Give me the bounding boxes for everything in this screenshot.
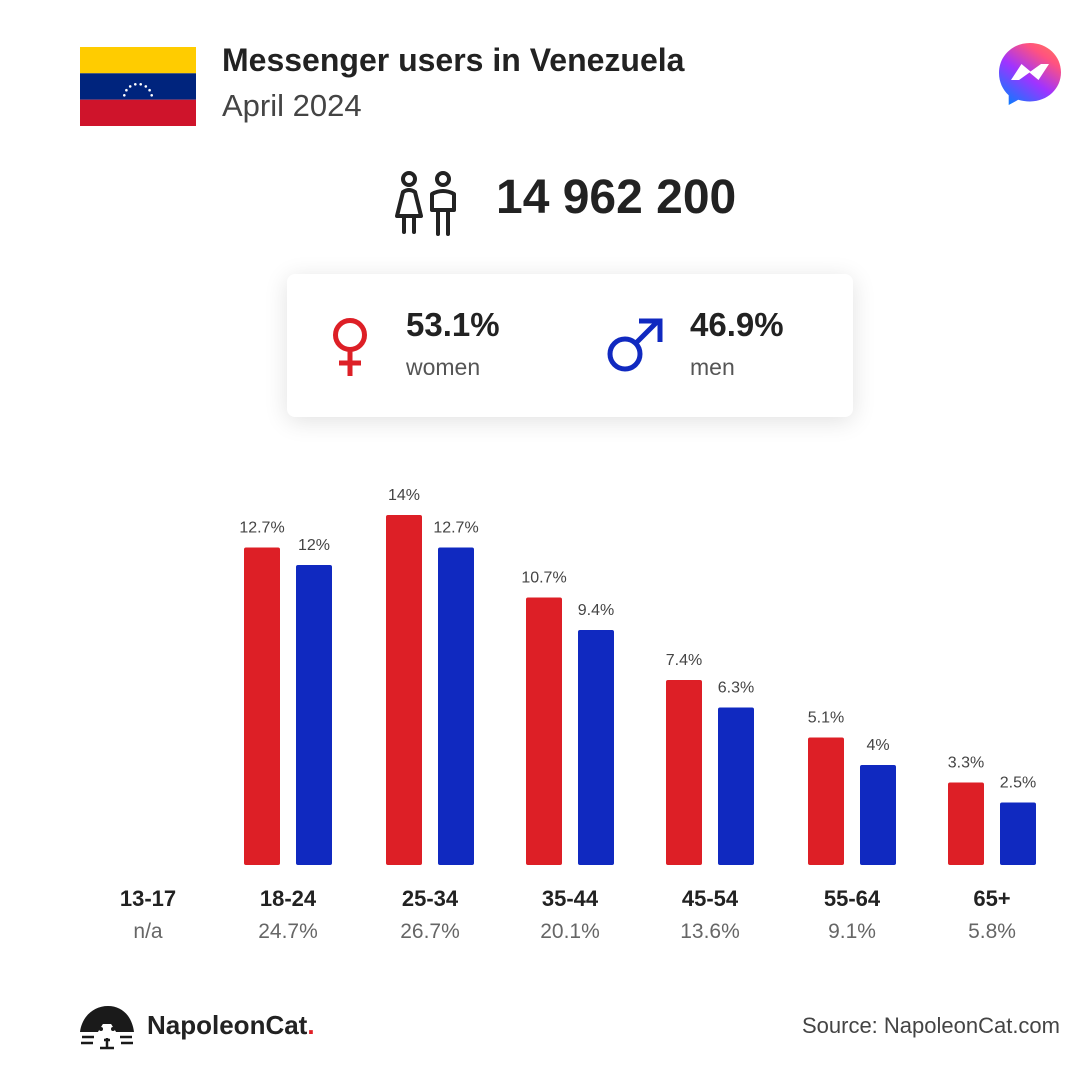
brand-name: NapoleonCat. <box>147 1010 315 1041</box>
flag-star <box>134 83 137 86</box>
flag-star <box>125 88 128 92</box>
bar-value-label: 10.7% <box>521 570 566 587</box>
bar-value-label: 5.1% <box>808 710 844 727</box>
bar-45-54-men <box>718 707 754 865</box>
bar-value-label: 6.3% <box>718 680 754 697</box>
venezuela-flag-icon <box>80 47 196 126</box>
age-group-share: 20.1% <box>540 920 600 943</box>
bar-55-64-men <box>860 765 896 865</box>
age-group-share: 26.7% <box>400 920 460 943</box>
men-percentage: 46.9% <box>690 306 784 343</box>
age-group-label: 18-24 <box>260 886 317 911</box>
page-title: Messenger users in Venezuela <box>222 42 685 78</box>
age-group-share: 24.7% <box>258 920 318 943</box>
bar-value-label: 12.7% <box>433 520 478 537</box>
flag-star <box>150 94 153 97</box>
bar-65+-women <box>948 782 984 865</box>
bar-value-label: 12.7% <box>239 520 284 537</box>
age-group-share: n/a <box>133 920 163 943</box>
messenger-logo-icon <box>999 43 1061 105</box>
bar-65+-men <box>1000 802 1036 865</box>
age-group-share: 9.1% <box>828 920 876 943</box>
bar-value-label: 7.4% <box>666 652 702 669</box>
bar-45-54-women <box>666 680 702 865</box>
age-group-label: 35-44 <box>542 886 599 911</box>
people-icon <box>395 171 456 236</box>
brand-dot: . <box>307 1010 315 1040</box>
bar-18-24-men <box>296 565 332 865</box>
age-group-label: 55-64 <box>824 886 881 911</box>
source-note: Source: NapoleonCat.com <box>801 1013 1060 1038</box>
bar-35-44-men <box>578 630 614 865</box>
bar-25-34-men <box>438 547 474 865</box>
bar-value-label: 9.4% <box>578 602 614 619</box>
brand-name-text: NapoleonCat <box>147 1010 308 1040</box>
bar-value-label: 12% <box>298 537 330 554</box>
age-group-share: 5.8% <box>968 920 1016 943</box>
flag-star <box>139 83 142 86</box>
bar-55-64-women <box>808 737 844 865</box>
flag-star <box>128 85 132 88</box>
flag-star <box>144 85 148 88</box>
male-symbol-icon <box>607 318 663 372</box>
age-group-label: 13-17 <box>120 886 176 911</box>
napoleoncat-logo-icon <box>80 1006 134 1050</box>
age-group-label: 25-34 <box>402 886 459 911</box>
men-label: men <box>690 354 735 380</box>
bar-value-label: 2.5% <box>1000 775 1036 792</box>
flag-star <box>123 94 126 97</box>
female-symbol-icon <box>333 318 367 376</box>
bar-18-24-women <box>244 547 280 865</box>
women-label: women <box>406 354 481 380</box>
page-subtitle: April 2024 <box>222 88 362 123</box>
flag-star <box>148 88 151 92</box>
age-group-share: 13.6% <box>680 920 740 943</box>
bar-35-44-women <box>526 597 562 865</box>
bar-value-label: 3.3% <box>948 755 984 772</box>
age-group-label: 45-54 <box>682 886 739 911</box>
age-group-label: 65+ <box>973 886 1010 911</box>
bar-value-label: 14% <box>388 487 420 504</box>
women-percentage: 53.1% <box>406 306 500 343</box>
gender-split-card: 53.1% women 46.9% men <box>287 274 853 417</box>
bar-25-34-women <box>386 515 422 865</box>
total-users-value: 14 962 200 <box>496 171 737 224</box>
bar-value-label: 4% <box>866 737 889 754</box>
